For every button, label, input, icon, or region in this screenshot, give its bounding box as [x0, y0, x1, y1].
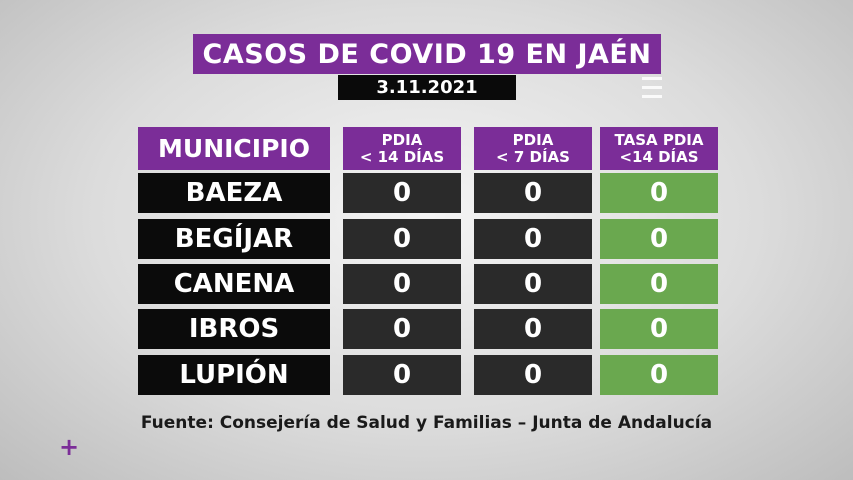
decorative-bar: [642, 77, 662, 80]
row-municipio: IBROS: [138, 309, 330, 349]
header-line: PDIA: [512, 130, 554, 149]
row-municipio: CANENA: [138, 264, 330, 304]
header-line: <14 DÍAS: [619, 147, 699, 166]
row-pdia-7-value: 0: [474, 355, 592, 395]
header-line: PDIA: [381, 130, 423, 149]
row-tasa-value: 0: [600, 219, 718, 259]
row-pdia-7-value: 0: [474, 219, 592, 259]
header-line: < 14 DÍAS: [359, 147, 445, 166]
header-pdia-14: PDIA < 14 DÍAS: [343, 127, 461, 170]
row-pdia-7-value: 0: [474, 264, 592, 304]
header-pdia-7: PDIA < 7 DÍAS: [474, 127, 592, 170]
header-line: < 7 DÍAS: [496, 147, 570, 166]
row-municipio: BAEZA: [138, 173, 330, 213]
date-label: 3.11.2021: [338, 75, 516, 100]
page-title: CASOS DE COVID 19 EN JAÉN: [193, 34, 661, 74]
row-tasa-value: 0: [600, 173, 718, 213]
row-pdia-14-value: 0: [343, 355, 461, 395]
header-tasa-pdia: TASA PDIA <14 DÍAS: [600, 127, 718, 170]
row-municipio: LUPIÓN: [138, 355, 330, 395]
row-tasa-value: 0: [600, 264, 718, 304]
row-tasa-value: 0: [600, 355, 718, 395]
header-line: TASA PDIA: [614, 130, 704, 149]
header-municipio: MUNICIPIO: [138, 127, 330, 170]
decorative-bar: [642, 95, 662, 98]
plus-icon: +: [59, 433, 80, 461]
row-municipio: BEGÍJAR: [138, 219, 330, 259]
row-pdia-14-value: 0: [343, 173, 461, 213]
row-pdia-14-value: 0: [343, 264, 461, 304]
source-caption: Fuente: Consejería de Salud y Familias –…: [140, 413, 713, 433]
row-pdia-14-value: 0: [343, 309, 461, 349]
row-pdia-7-value: 0: [474, 309, 592, 349]
row-tasa-value: 0: [600, 309, 718, 349]
row-pdia-7-value: 0: [474, 173, 592, 213]
row-pdia-14-value: 0: [343, 219, 461, 259]
decorative-bar: [642, 86, 662, 89]
